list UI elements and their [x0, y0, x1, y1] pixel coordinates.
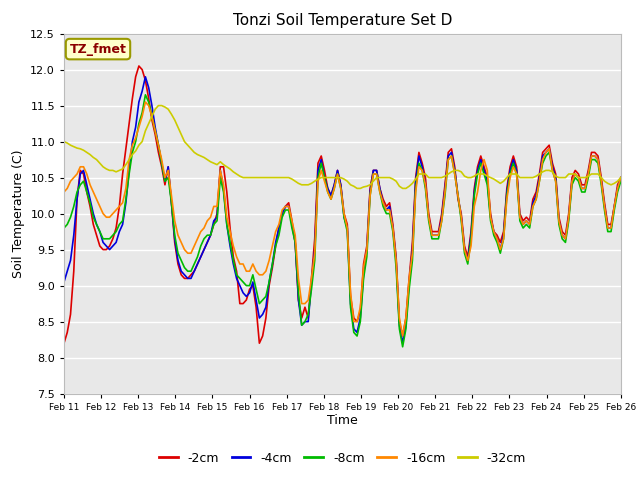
Y-axis label: Soil Temperature (C): Soil Temperature (C)	[12, 149, 25, 278]
Legend: -2cm, -4cm, -8cm, -16cm, -32cm: -2cm, -4cm, -8cm, -16cm, -32cm	[154, 447, 531, 469]
X-axis label: Time: Time	[327, 414, 358, 427]
Text: TZ_fmet: TZ_fmet	[70, 43, 127, 56]
Title: Tonzi Soil Temperature Set D: Tonzi Soil Temperature Set D	[233, 13, 452, 28]
